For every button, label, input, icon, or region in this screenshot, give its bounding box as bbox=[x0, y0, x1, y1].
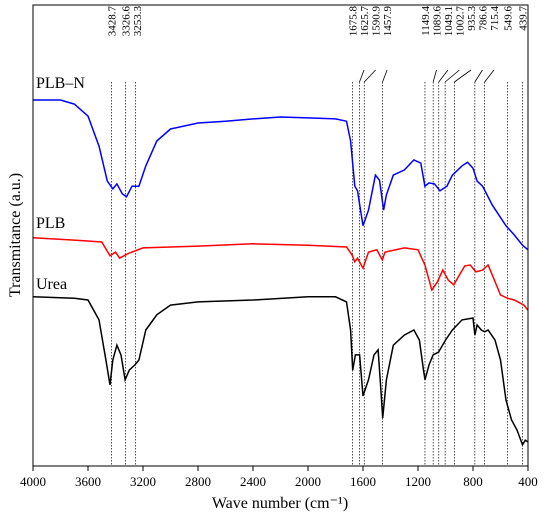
peak-arrow bbox=[444, 69, 460, 83]
series-label: Urea bbox=[36, 276, 67, 293]
peak-label: 1590.9 bbox=[371, 6, 383, 37]
peak-label: 3253.3 bbox=[132, 6, 144, 37]
peak-label: 3326.6 bbox=[121, 6, 133, 37]
x-tick-label: 4000 bbox=[20, 474, 46, 489]
x-tick-label: 3600 bbox=[75, 474, 101, 489]
series-line bbox=[33, 99, 529, 251]
peak-label: 1002.7 bbox=[454, 6, 466, 37]
peak-label: 1149.4 bbox=[420, 6, 432, 36]
plot-frame bbox=[32, 4, 529, 467]
series-label: PLB bbox=[36, 215, 65, 232]
peak-label: 786.6 bbox=[477, 6, 489, 31]
series-line bbox=[32, 237, 529, 311]
x-tick-label: 800 bbox=[463, 474, 483, 489]
peak-label: 1049.1 bbox=[443, 6, 455, 36]
peak-label: 1089.6 bbox=[431, 6, 443, 37]
peak-label: 1457.9 bbox=[382, 6, 394, 37]
y-axis-label: Transmitance (a.u.) bbox=[7, 173, 24, 297]
peak-label: 1625.7 bbox=[359, 6, 371, 37]
peak-arrow bbox=[363, 69, 376, 83]
peak-label: 715.4 bbox=[489, 6, 501, 31]
x-tick-label: 2400 bbox=[240, 474, 266, 489]
x-tick-label: 1200 bbox=[405, 474, 431, 489]
peak-label: 549.6 bbox=[502, 6, 514, 31]
peak-label: 935.3 bbox=[466, 6, 478, 31]
x-tick-label: 400 bbox=[518, 474, 538, 489]
peak-arrow bbox=[484, 69, 495, 83]
peak-arrow bbox=[454, 69, 472, 83]
peak-arrow bbox=[382, 69, 388, 83]
peak-label: 1675.8 bbox=[348, 6, 360, 37]
peak-arrow bbox=[474, 69, 483, 83]
series-label: PLB–N bbox=[36, 75, 85, 92]
x-tick-label: 2000 bbox=[295, 474, 321, 489]
series-line bbox=[32, 296, 529, 447]
peak-arrow bbox=[438, 69, 449, 83]
peak-arrow bbox=[359, 69, 365, 83]
peak-label: 3428.7 bbox=[107, 6, 119, 37]
peak-arrow bbox=[432, 69, 437, 83]
x-tick-label: 1600 bbox=[350, 474, 376, 489]
x-tick-label: 2800 bbox=[185, 474, 211, 489]
x-axis-label: Wave number (cm⁻¹) bbox=[212, 495, 348, 512]
peak-label: 439.7 bbox=[518, 6, 530, 31]
x-tick-label: 3200 bbox=[130, 474, 156, 489]
